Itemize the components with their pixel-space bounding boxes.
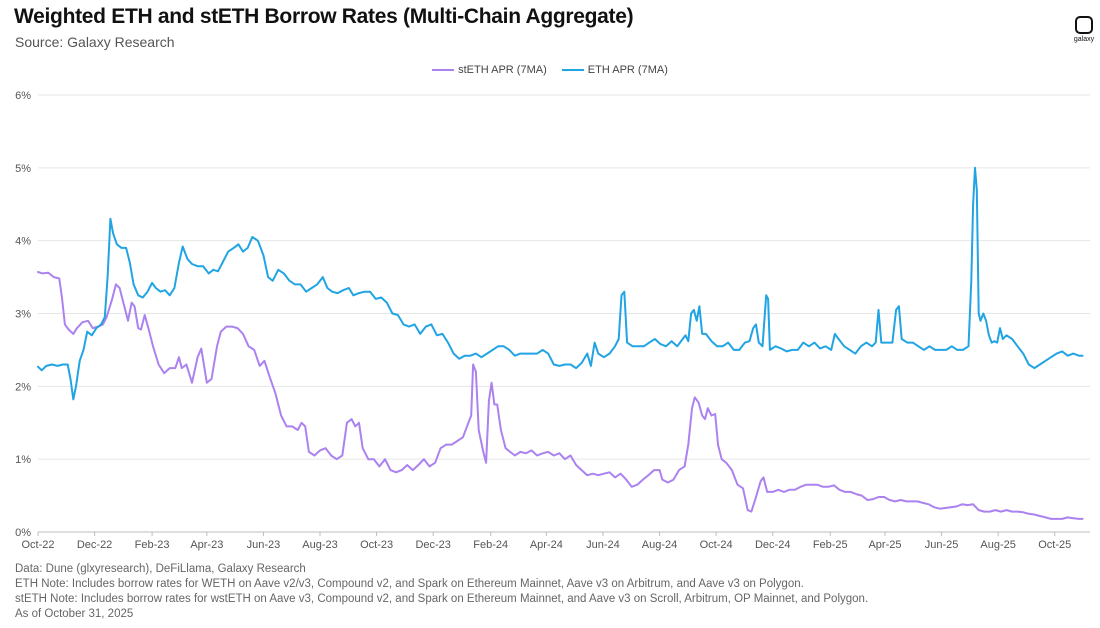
- x-tick-label: Oct-23: [360, 539, 393, 551]
- y-tick-label: 3%: [15, 309, 31, 321]
- chart-subtitle: Source: Galaxy Research: [15, 34, 175, 50]
- legend-swatch-steth: [432, 69, 455, 72]
- y-tick-label: 1%: [15, 454, 31, 466]
- x-tick-label: Dec-23: [415, 539, 450, 551]
- footnote-data-source: Data: Dune (glxyresearch), DeFiLlama, Ga…: [15, 563, 306, 575]
- x-tick-label: Aug-25: [980, 539, 1015, 551]
- x-tick-label: Dec-24: [755, 539, 790, 551]
- x-tick-label: Feb-24: [473, 539, 508, 551]
- legend-label-steth: stETH APR (7MA): [458, 64, 547, 76]
- chart-legend: stETH APR (7MA) ETH APR (7MA): [0, 64, 1100, 76]
- x-tick-label: Feb-23: [135, 539, 170, 551]
- x-tick-label: Aug-24: [642, 539, 677, 551]
- x-tick-label: Jun-25: [925, 539, 959, 551]
- y-tick-label: 6%: [15, 90, 31, 102]
- footnote-steth-note: stETH Note: Includes borrow rates for ws…: [15, 593, 869, 605]
- y-tick-label: 2%: [15, 381, 31, 393]
- x-tick-label: Jun-24: [586, 539, 620, 551]
- logo-text: galaxy: [1073, 36, 1095, 43]
- footnote-eth-note: ETH Note: Includes borrow rates for WETH…: [15, 578, 804, 590]
- x-tick-label: Dec-22: [77, 539, 112, 551]
- x-tick-label: Apr-25: [868, 539, 901, 551]
- series-line-eth: [37, 166, 1084, 401]
- x-tick-label: Apr-24: [530, 539, 563, 551]
- chart-title: Weighted ETH and stETH Borrow Rates (Mul…: [14, 5, 634, 28]
- x-tick-label: Aug-23: [302, 539, 337, 551]
- series-line-steth: [37, 271, 1084, 520]
- chart-footnotes: Data: Dune (glxyresearch), DeFiLlama, Ga…: [15, 562, 868, 622]
- x-tick-label: Jun-23: [247, 539, 281, 551]
- line-chart: 0% 1% 2% 3% 4% 5% 6% Oct-22 Dec-22 Feb-23 Apr-23 Ju…: [15, 90, 1090, 551]
- x-tick-label: Apr-23: [190, 539, 223, 551]
- legend-label-eth: ETH APR (7MA): [587, 64, 668, 76]
- legend-item-steth: stETH APR (7MA): [432, 64, 547, 76]
- galaxy-logo-icon: [1075, 16, 1093, 34]
- x-tick-label: Oct-24: [700, 539, 733, 551]
- y-tick-label: 0%: [15, 527, 31, 539]
- x-tick-label: Feb-25: [813, 539, 848, 551]
- y-tick-label: 4%: [15, 236, 31, 248]
- y-tick-label: 5%: [15, 163, 31, 175]
- x-tick-label: Oct-22: [21, 539, 54, 551]
- footnote-as-of-date: As of October 31, 2025: [15, 608, 134, 620]
- legend-swatch-eth: [561, 69, 584, 72]
- legend-item-eth: ETH APR (7MA): [561, 64, 668, 76]
- x-tick-label: Oct-25: [1038, 539, 1071, 551]
- galaxy-logo: galaxy: [1066, 16, 1100, 56]
